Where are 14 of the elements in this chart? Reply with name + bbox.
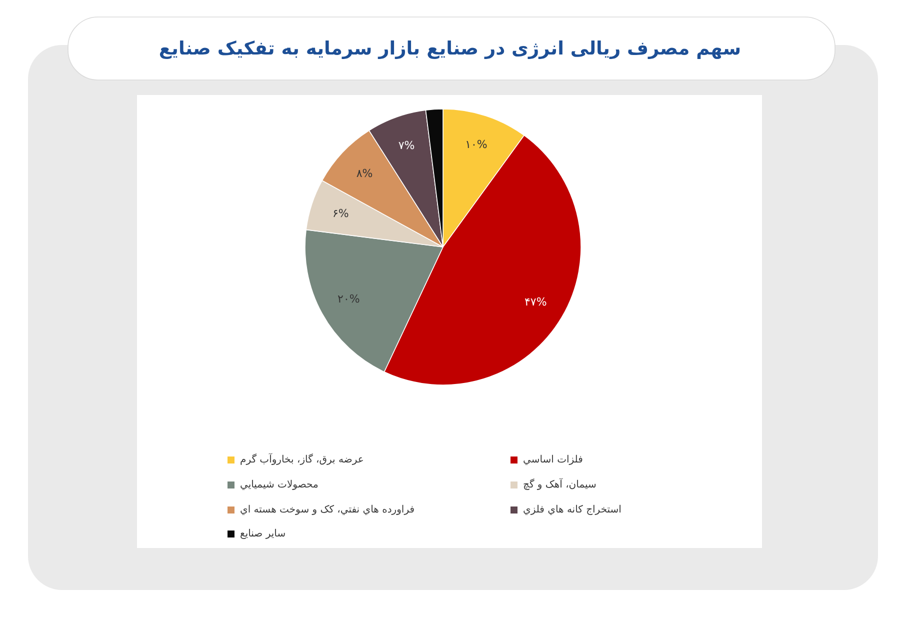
legend-label: استخراج کانه هاي فلزي [523,504,622,516]
data-label: ۲۰% [338,292,360,306]
chart-title: سهم مصرف ریالی انرژی در صنایع بازار سرمایه به تفکیک صنایع [158,38,742,60]
legend-label: ساير صنايع [240,528,286,540]
legend-label: سيمان، آهک و گچ [523,478,596,490]
data-label: ۷% [398,139,415,152]
legend-label: فلزات اساسي [523,454,584,466]
legend-label: محصولات شيميايي [240,480,318,490]
data-label: ۶% [332,207,349,220]
data-label: ۴۷% [524,295,547,308]
data-label: ۸% [356,166,373,180]
legend-label: فراورده هاي نفتي، کک و سوخت هسته اي [240,504,415,516]
legend-label: عرضه برق، گاز، بخاروآب گرم [240,452,364,466]
data-label: ۱۰% [465,138,488,152]
